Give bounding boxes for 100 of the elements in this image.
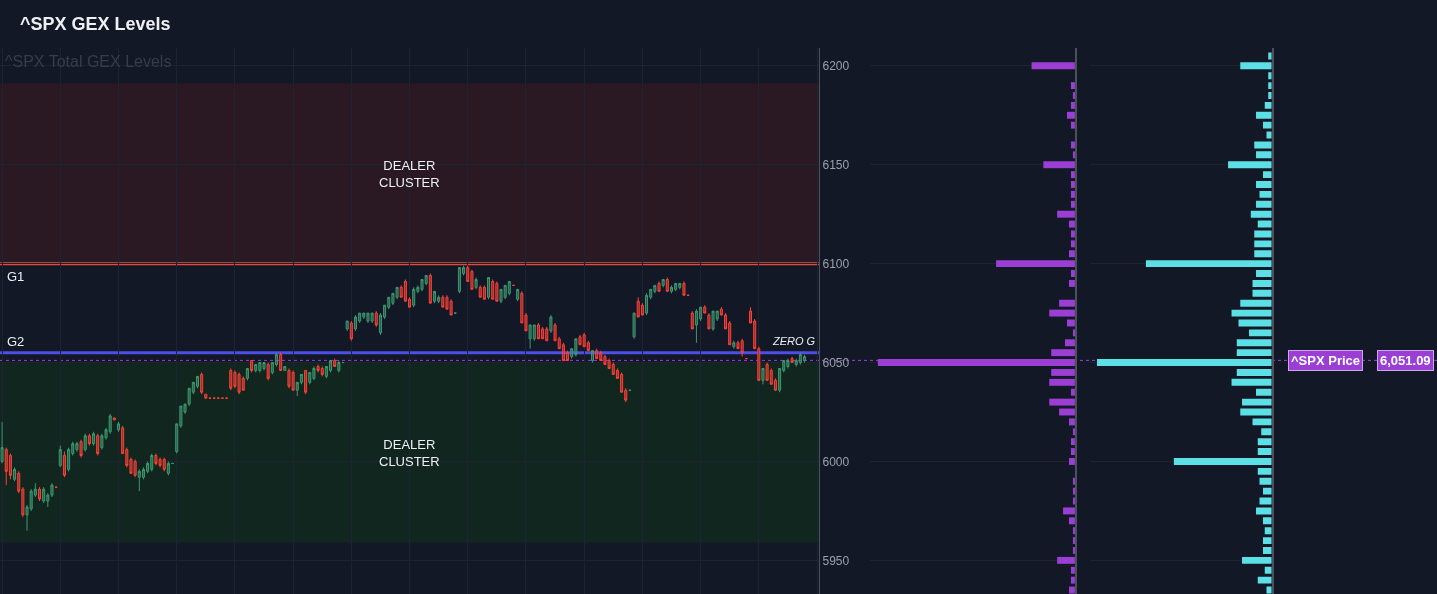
candlestick	[566, 350, 570, 362]
candlestick	[254, 364, 258, 373]
annotation: ZERO G	[772, 335, 816, 347]
candlestick	[96, 433, 100, 457]
candlestick	[645, 292, 649, 316]
candlestick	[50, 482, 54, 498]
candlestick	[274, 352, 279, 367]
candlestick	[200, 371, 204, 395]
band-label: DEALER CLUSTER	[379, 437, 440, 469]
candlestick	[466, 265, 470, 282]
candlestick	[748, 306, 752, 324]
candlestick	[17, 470, 21, 494]
candlestick	[179, 405, 183, 429]
candlestick	[237, 371, 241, 395]
candlestick	[524, 312, 528, 332]
candlestick	[715, 310, 719, 322]
candlestick	[358, 312, 362, 324]
candlestick	[520, 290, 524, 324]
candlestick	[8, 453, 12, 480]
candlestick	[258, 362, 262, 373]
candlestick	[316, 364, 320, 373]
candlestick	[92, 431, 96, 447]
candlestick	[116, 421, 121, 433]
candlestick	[441, 294, 445, 308]
candlestick	[33, 482, 37, 498]
candlestick	[665, 276, 669, 292]
candlestick	[578, 334, 582, 346]
candlestick	[798, 352, 802, 366]
y-tick-label: 6150	[822, 157, 850, 172]
y-tick-label: 5950	[822, 553, 850, 568]
candlestick	[470, 269, 474, 290]
candlestick	[250, 360, 254, 373]
candlestick	[312, 366, 316, 381]
band-label: DEALER CLUSTER	[379, 158, 440, 190]
candlestick	[25, 504, 29, 532]
candlestick	[233, 369, 237, 389]
candlestick	[329, 360, 333, 373]
candlestick	[432, 290, 437, 304]
candlestick	[108, 413, 112, 435]
candlestick	[753, 318, 757, 350]
candlestick	[320, 366, 324, 377]
chart-title: ^SPX GEX Levels	[20, 14, 171, 35]
candlestick	[408, 296, 412, 308]
candlestick	[640, 302, 644, 316]
candlestick	[632, 312, 636, 340]
candlestick	[491, 278, 495, 300]
candlestick	[541, 326, 545, 340]
candlestick	[287, 367, 291, 389]
candlestick	[516, 288, 520, 302]
candlestick	[374, 310, 378, 328]
candlestick	[457, 267, 461, 294]
candlestick	[146, 460, 150, 474]
candlestick	[366, 312, 370, 324]
candlestick	[150, 453, 154, 472]
candlestick	[387, 296, 391, 310]
candlestick	[295, 381, 299, 397]
candlestick	[607, 358, 611, 369]
candlestick	[324, 366, 328, 379]
candlestick	[58, 445, 62, 468]
candlestick	[769, 367, 773, 385]
candlestick	[474, 276, 478, 290]
candlestick	[794, 358, 798, 367]
candlestick	[437, 294, 441, 304]
candlestick	[37, 486, 42, 502]
candlestick	[241, 375, 245, 391]
candlestick	[71, 441, 75, 457]
ref-line-label: G2	[7, 334, 25, 349]
ref-line-label: ^SPX Price	[1291, 353, 1361, 368]
candlestick	[445, 294, 449, 310]
y-tick-label: 6100	[822, 256, 850, 271]
candlestick	[345, 320, 349, 332]
candlestick	[266, 362, 270, 381]
candlestick	[649, 288, 653, 300]
candlestick	[62, 451, 66, 478]
candlestick	[694, 308, 698, 344]
candlestick	[154, 453, 158, 466]
candlestick	[428, 273, 432, 304]
candlestick	[590, 350, 595, 364]
candlestick	[195, 375, 200, 389]
y-tick-label: 6000	[822, 454, 850, 469]
candlestick	[557, 336, 561, 350]
candlestick	[283, 366, 287, 371]
candlestick	[636, 296, 640, 318]
candlestick	[711, 310, 715, 332]
candlestick	[291, 369, 295, 391]
candlestick	[728, 320, 732, 346]
candlestick	[765, 362, 769, 381]
candlestick	[736, 340, 740, 350]
candlestick	[507, 280, 511, 296]
candlestick	[262, 362, 266, 371]
candlestick	[611, 362, 615, 375]
candlestick	[786, 358, 790, 369]
candlestick	[412, 286, 416, 308]
candlestick	[391, 292, 395, 306]
candlestick	[100, 433, 104, 451]
candlestick	[370, 312, 374, 324]
candlestick	[333, 358, 337, 367]
candlestick	[449, 298, 453, 316]
candlestick	[624, 387, 628, 403]
candlestick	[536, 322, 540, 340]
